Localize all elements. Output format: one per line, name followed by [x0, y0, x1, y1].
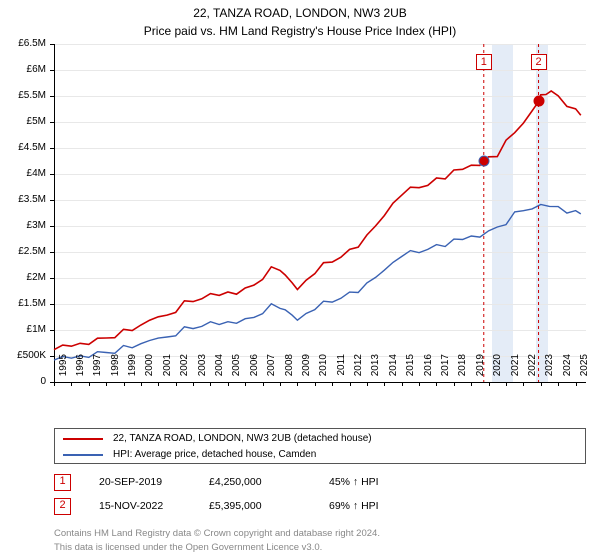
y-tick-label: £1M [0, 324, 46, 335]
y-tick-label: £5M [0, 116, 46, 127]
x-tick-label: 2014 [388, 354, 399, 390]
legend-label: 22, TANZA ROAD, LONDON, NW3 2UB (detache… [113, 433, 372, 444]
chart-plot-area [54, 44, 586, 382]
legend: 22, TANZA ROAD, LONDON, NW3 2UB (detache… [54, 428, 586, 464]
x-tick-label: 2005 [231, 354, 242, 390]
transaction-price: £4,250,000 [209, 476, 329, 488]
x-tick-label: 2020 [492, 354, 503, 390]
y-tick-label: £3.5M [0, 194, 46, 205]
x-tick-label: 2010 [318, 354, 329, 390]
y-tick-label: £5.5M [0, 90, 46, 101]
x-tick-label: 2002 [179, 354, 190, 390]
y-tick-label: £6.5M [0, 38, 46, 49]
legend-swatch [63, 454, 103, 456]
y-tick-label: £4.5M [0, 142, 46, 153]
transaction-number-box: 1 [54, 474, 71, 491]
transaction-date: 15-NOV-2022 [99, 500, 209, 512]
x-tick-label: 2015 [405, 354, 416, 390]
x-tick-label: 1995 [58, 354, 69, 390]
x-tick-label: 2006 [249, 354, 260, 390]
x-tick-label: 2025 [579, 354, 590, 390]
transaction-row: 1 20-SEP-2019£4,250,00045% ↑ HPI [54, 474, 379, 491]
transaction-number-box: 2 [54, 498, 71, 515]
transaction-row: 2 15-NOV-2022£5,395,00069% ↑ HPI [54, 498, 379, 515]
property-price-line [54, 91, 581, 350]
chart-svg [54, 44, 586, 382]
legend-row: 22, TANZA ROAD, LONDON, NW3 2UB (detache… [63, 433, 372, 444]
x-tick-label: 1996 [75, 354, 86, 390]
page-subtitle: Price paid vs. HM Land Registry's House … [0, 24, 600, 38]
y-tick-label: £2M [0, 272, 46, 283]
x-tick-label: 2024 [562, 354, 573, 390]
x-tick-label: 1999 [127, 354, 138, 390]
x-tick-label: 2023 [544, 354, 555, 390]
x-tick-label: 2000 [144, 354, 155, 390]
x-tick-label: 2001 [162, 354, 173, 390]
page-title: 22, TANZA ROAD, LONDON, NW3 2UB [0, 6, 600, 20]
x-tick-label: 2004 [214, 354, 225, 390]
transaction-vs-hpi: 69% ↑ HPI [329, 500, 379, 512]
y-tick-label: 0 [0, 376, 46, 387]
hpi-line [54, 205, 581, 361]
x-tick-label: 2009 [301, 354, 312, 390]
x-tick-label: 2021 [510, 354, 521, 390]
x-tick-label: 2016 [423, 354, 434, 390]
transaction-marker-dot [533, 96, 544, 107]
transaction-marker-label: 1 [476, 54, 492, 70]
y-tick-label: £4M [0, 168, 46, 179]
x-tick-label: 2022 [527, 354, 538, 390]
x-tick-label: 2011 [336, 354, 347, 390]
x-tick-label: 2019 [475, 354, 486, 390]
x-tick-label: 1998 [110, 354, 121, 390]
x-tick-label: 2007 [266, 354, 277, 390]
x-tick-label: 1997 [92, 354, 103, 390]
attribution-line-2: This data is licensed under the Open Gov… [54, 542, 322, 553]
x-tick-label: 2017 [440, 354, 451, 390]
x-tick-label: 2013 [370, 354, 381, 390]
y-tick-label: £6M [0, 64, 46, 75]
legend-row: HPI: Average price, detached house, Camd… [63, 449, 316, 460]
x-tick-label: 2012 [353, 354, 364, 390]
y-tick-label: £500K [0, 350, 46, 361]
transaction-date: 20-SEP-2019 [99, 476, 209, 488]
transaction-vs-hpi: 45% ↑ HPI [329, 476, 379, 488]
x-tick-label: 2018 [457, 354, 468, 390]
y-tick-label: £1.5M [0, 298, 46, 309]
attribution-line-1: Contains HM Land Registry data © Crown c… [54, 528, 380, 539]
transaction-price: £5,395,000 [209, 500, 329, 512]
y-tick-label: £2.5M [0, 246, 46, 257]
x-tick-label: 2008 [284, 354, 295, 390]
transaction-marker-dot [478, 156, 489, 167]
legend-swatch [63, 438, 103, 440]
transaction-marker-label: 2 [531, 54, 547, 70]
legend-label: HPI: Average price, detached house, Camd… [113, 449, 316, 460]
y-tick-label: £3M [0, 220, 46, 231]
x-tick-label: 2003 [197, 354, 208, 390]
